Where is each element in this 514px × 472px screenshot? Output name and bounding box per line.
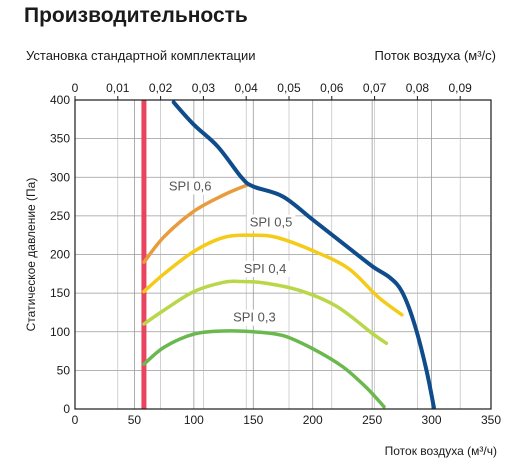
x-tick-label: 0 (72, 413, 79, 427)
x-tick-label: 350 (481, 413, 501, 427)
y-tick-label: 0 (63, 402, 70, 416)
grid (74, 99, 492, 410)
x-tick-label: 300 (422, 413, 442, 427)
x-tick-label: 100 (184, 413, 204, 427)
ticks-group: 0 50 100 150 200 250 300 350 0 50 100 150 200 250 300 3… (50, 81, 501, 427)
x2-tick-label: 0,02 (149, 81, 173, 95)
spi-curve-03-label: SPI 0,3 (233, 310, 276, 325)
spi-curve-06-line (142, 183, 250, 264)
spi-label-background (165, 178, 215, 195)
x2-tick-label: 0,01 (106, 81, 130, 95)
y-tick-label: 200 (50, 248, 70, 262)
x-tick-label: 150 (243, 413, 263, 427)
x2-tick-label: 0 (72, 81, 79, 95)
x2-tick-label: 0,07 (363, 81, 387, 95)
x2-tick-label: 0,06 (320, 81, 344, 95)
x2-tick-label: 0,05 (277, 81, 301, 95)
page-title: Производительность (24, 4, 248, 27)
spi-label-background (240, 261, 290, 278)
spi-curve-06-label: SPI 0,6 (169, 178, 212, 193)
y-axis-title: Статическое давление (Па) (24, 178, 38, 332)
spi-label-background (246, 214, 296, 231)
spi-curve-05-label: SPI 0,5 (250, 215, 293, 230)
x-tick-label: 50 (128, 413, 142, 427)
fan-curve-line (171, 100, 436, 410)
y-tick-label: 250 (50, 209, 70, 223)
top-axis-title: Поток воздуха (м³/с) (374, 48, 496, 63)
y-tick-label: 300 (50, 170, 70, 184)
chart-subtitle: Установка стандартной комплектации (26, 48, 256, 63)
x2-tick-label: 0,09 (449, 81, 473, 95)
x2-tick-label: 0,03 (192, 81, 216, 95)
y-tick-label: 100 (50, 325, 70, 339)
spi-curve-05-line (142, 233, 404, 317)
series-group (141, 100, 436, 410)
x-tick-label: 200 (303, 413, 323, 427)
x-axis-title: Поток воздуха (м³/ч) (385, 444, 497, 458)
y-tick-label: 350 (50, 132, 70, 146)
x-tick-label: 250 (362, 413, 382, 427)
spi-label-background (230, 309, 279, 326)
y-tick-label: 400 (50, 93, 70, 107)
y-tick-label: 150 (50, 286, 70, 300)
spi-curve-04-line (142, 279, 389, 346)
x2-tick-label: 0,08 (406, 81, 430, 95)
plot-frame (74, 99, 492, 410)
spi-curve-04-label: SPI 0,4 (244, 261, 287, 276)
x2-tick-label: 0,04 (235, 81, 259, 95)
labels-group: SPI 0,3 SPI 0,4 SPI 0,5 SPI 0,6 (165, 178, 296, 326)
y-tick-label: 50 (57, 363, 71, 377)
spi-curve-03-line (142, 329, 386, 409)
